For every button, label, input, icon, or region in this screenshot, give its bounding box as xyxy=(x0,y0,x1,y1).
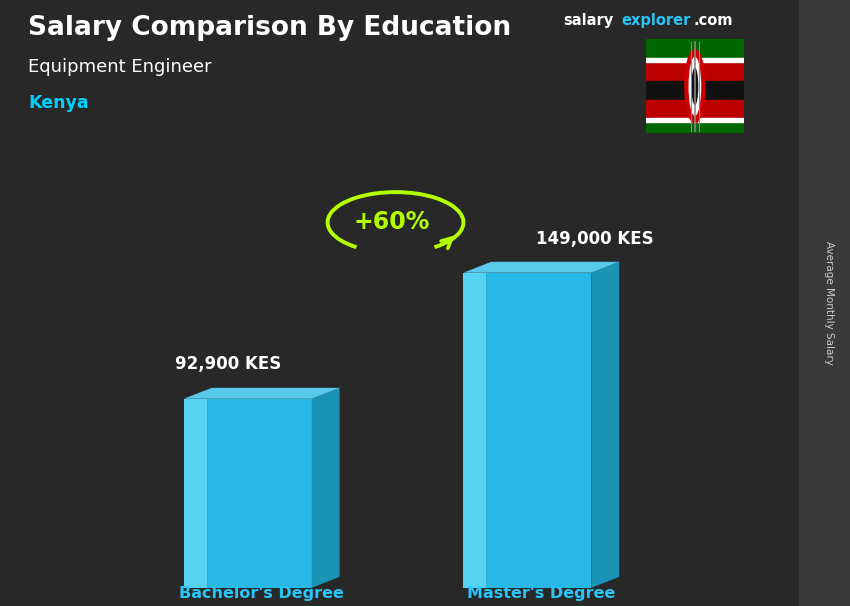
Text: Kenya: Kenya xyxy=(28,94,88,112)
Polygon shape xyxy=(463,273,486,588)
Text: +60%: +60% xyxy=(354,210,430,235)
Ellipse shape xyxy=(684,49,705,124)
Text: Salary Comparison By Education: Salary Comparison By Education xyxy=(28,15,511,41)
Polygon shape xyxy=(463,273,592,588)
Bar xyxy=(646,99,744,118)
Text: Equipment Engineer: Equipment Engineer xyxy=(28,58,212,76)
Ellipse shape xyxy=(688,57,701,116)
Text: explorer: explorer xyxy=(621,13,691,28)
Polygon shape xyxy=(463,262,619,273)
Bar xyxy=(646,62,744,81)
Text: Bachelor's Degree: Bachelor's Degree xyxy=(179,586,344,601)
Polygon shape xyxy=(592,262,619,588)
Text: Average Monthly Salary: Average Monthly Salary xyxy=(824,241,834,365)
Text: Master's Degree: Master's Degree xyxy=(468,586,615,601)
Text: 149,000 KES: 149,000 KES xyxy=(536,230,654,248)
Polygon shape xyxy=(312,388,340,588)
Text: salary: salary xyxy=(564,13,614,28)
Bar xyxy=(646,58,744,62)
Text: .com: .com xyxy=(694,13,733,28)
Polygon shape xyxy=(184,399,312,588)
Bar xyxy=(646,81,744,99)
Bar xyxy=(646,39,744,58)
Bar xyxy=(646,118,744,122)
Text: 92,900 KES: 92,900 KES xyxy=(174,355,280,373)
Polygon shape xyxy=(184,388,340,399)
Polygon shape xyxy=(184,399,207,588)
Bar xyxy=(646,122,744,133)
Ellipse shape xyxy=(691,68,699,105)
